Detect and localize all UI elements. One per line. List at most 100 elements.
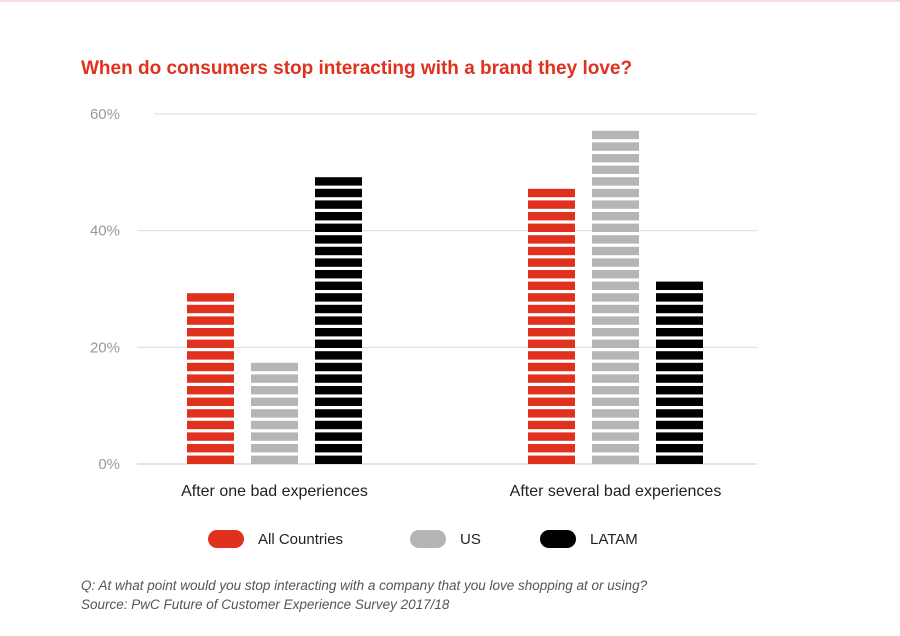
bar-stripe [315,409,362,418]
bar-stripe [656,362,703,372]
bar-all-countries-one [187,293,234,464]
bar-stripe [656,351,703,360]
bar-stripe [592,362,639,372]
bar-stripe [528,339,575,348]
bar-stripe [315,223,362,232]
bar-stripe [315,293,362,302]
bar-stripe [592,351,639,360]
bar-stripe [656,281,703,290]
bar-stripe [528,270,575,279]
bar-stripe [315,200,362,209]
bar-stripe [251,386,298,395]
bar-stripe [528,409,575,418]
bar-stripe [656,397,703,406]
bar-stripe [315,444,362,453]
chart-legend: All Countries US LATAM [0,527,900,551]
bar-stripe [187,455,234,464]
bar-stripe [592,304,639,314]
bar-stripe [656,316,703,325]
bar-stripe [315,432,362,441]
bar-stripe [656,455,703,464]
bar-stripe [187,420,234,430]
bar-stripe [592,177,639,186]
bar-stripe [251,374,298,383]
bar-stripe [187,351,234,360]
bar-stripe [315,328,362,337]
bar-stripe [528,246,575,256]
bar-stripe [315,246,362,256]
bar-stripe [187,293,234,302]
bar-stripe [315,362,362,372]
bar-stripe [656,304,703,314]
bar-stripe [656,339,703,348]
bar-stripe [592,270,639,279]
bar-stripe [528,432,575,441]
legend-label-us: US [460,530,481,548]
x-category-label-several: After several bad experiences [510,483,722,500]
bar-stripe [187,444,234,453]
bar-stripe [315,386,362,395]
footnote-question: Q: At what point would you stop interact… [81,578,648,593]
bar-stripe [592,339,639,348]
bar-stripe [592,328,639,337]
bar-stripe [528,362,575,372]
bar-stripe [592,200,639,209]
bar-stripe [592,386,639,395]
bar-stripe [592,130,639,140]
bar-stripe [528,235,575,244]
bar-stripe [528,200,575,209]
bar-stripe [592,455,639,464]
bar-stripe [187,304,234,314]
bar-stripe [592,212,639,221]
bar-stripe [187,328,234,337]
bar-stripe [315,420,362,430]
bar-stripe [187,316,234,325]
bar-stripe [251,397,298,406]
bar-stripe [528,374,575,383]
bar-stripe [187,374,234,383]
bar-stripe [592,397,639,406]
bar-stripe [315,374,362,383]
bar-stripe [656,328,703,337]
bar-stripe [656,444,703,453]
bar-stripe [528,258,575,267]
legend-swatch-us [410,530,446,548]
bar-stripe [656,374,703,383]
bar-stripe [528,223,575,232]
bar-stripe [315,339,362,348]
footnote: Q: At what point would you stop interact… [81,576,647,614]
bar-stripe [315,397,362,406]
top-divider [0,0,900,2]
bar-stripe [251,362,298,372]
legend-label-latam: LATAM [590,530,638,548]
bar-stripe [656,432,703,441]
bar-stripe [528,420,575,430]
bar-latam-several [656,281,703,464]
bar-stripe [187,397,234,406]
bar-stripe [592,444,639,453]
bar-stripe [592,316,639,325]
bar-stripe [656,409,703,418]
bar-stripe [315,270,362,279]
bar-us-several [592,130,639,464]
bar-stripe [656,293,703,302]
bar-stripe [528,328,575,337]
y-tick-label-40: 40% [90,223,120,240]
bar-chart: 0% 20% 40% 60% After one bad experiences Afte… [90,106,757,500]
legend-label-all-countries: All Countries [258,530,344,548]
bar-stripe [315,188,362,198]
bar-stripe [187,432,234,441]
bar-stripe [187,339,234,348]
bar-stripe [315,304,362,314]
bar-all-countries-several [528,188,575,464]
chart-title: When do consumers stop interacting with … [81,58,633,79]
bar-stripe [528,281,575,290]
bar-stripe [251,432,298,441]
bar-stripe [315,177,362,186]
bar-stripe [315,316,362,325]
bar-stripe [528,316,575,325]
bar-stripe [592,154,639,163]
bar-stripe [656,420,703,430]
bar-stripe [592,432,639,441]
bar-stripe [528,397,575,406]
